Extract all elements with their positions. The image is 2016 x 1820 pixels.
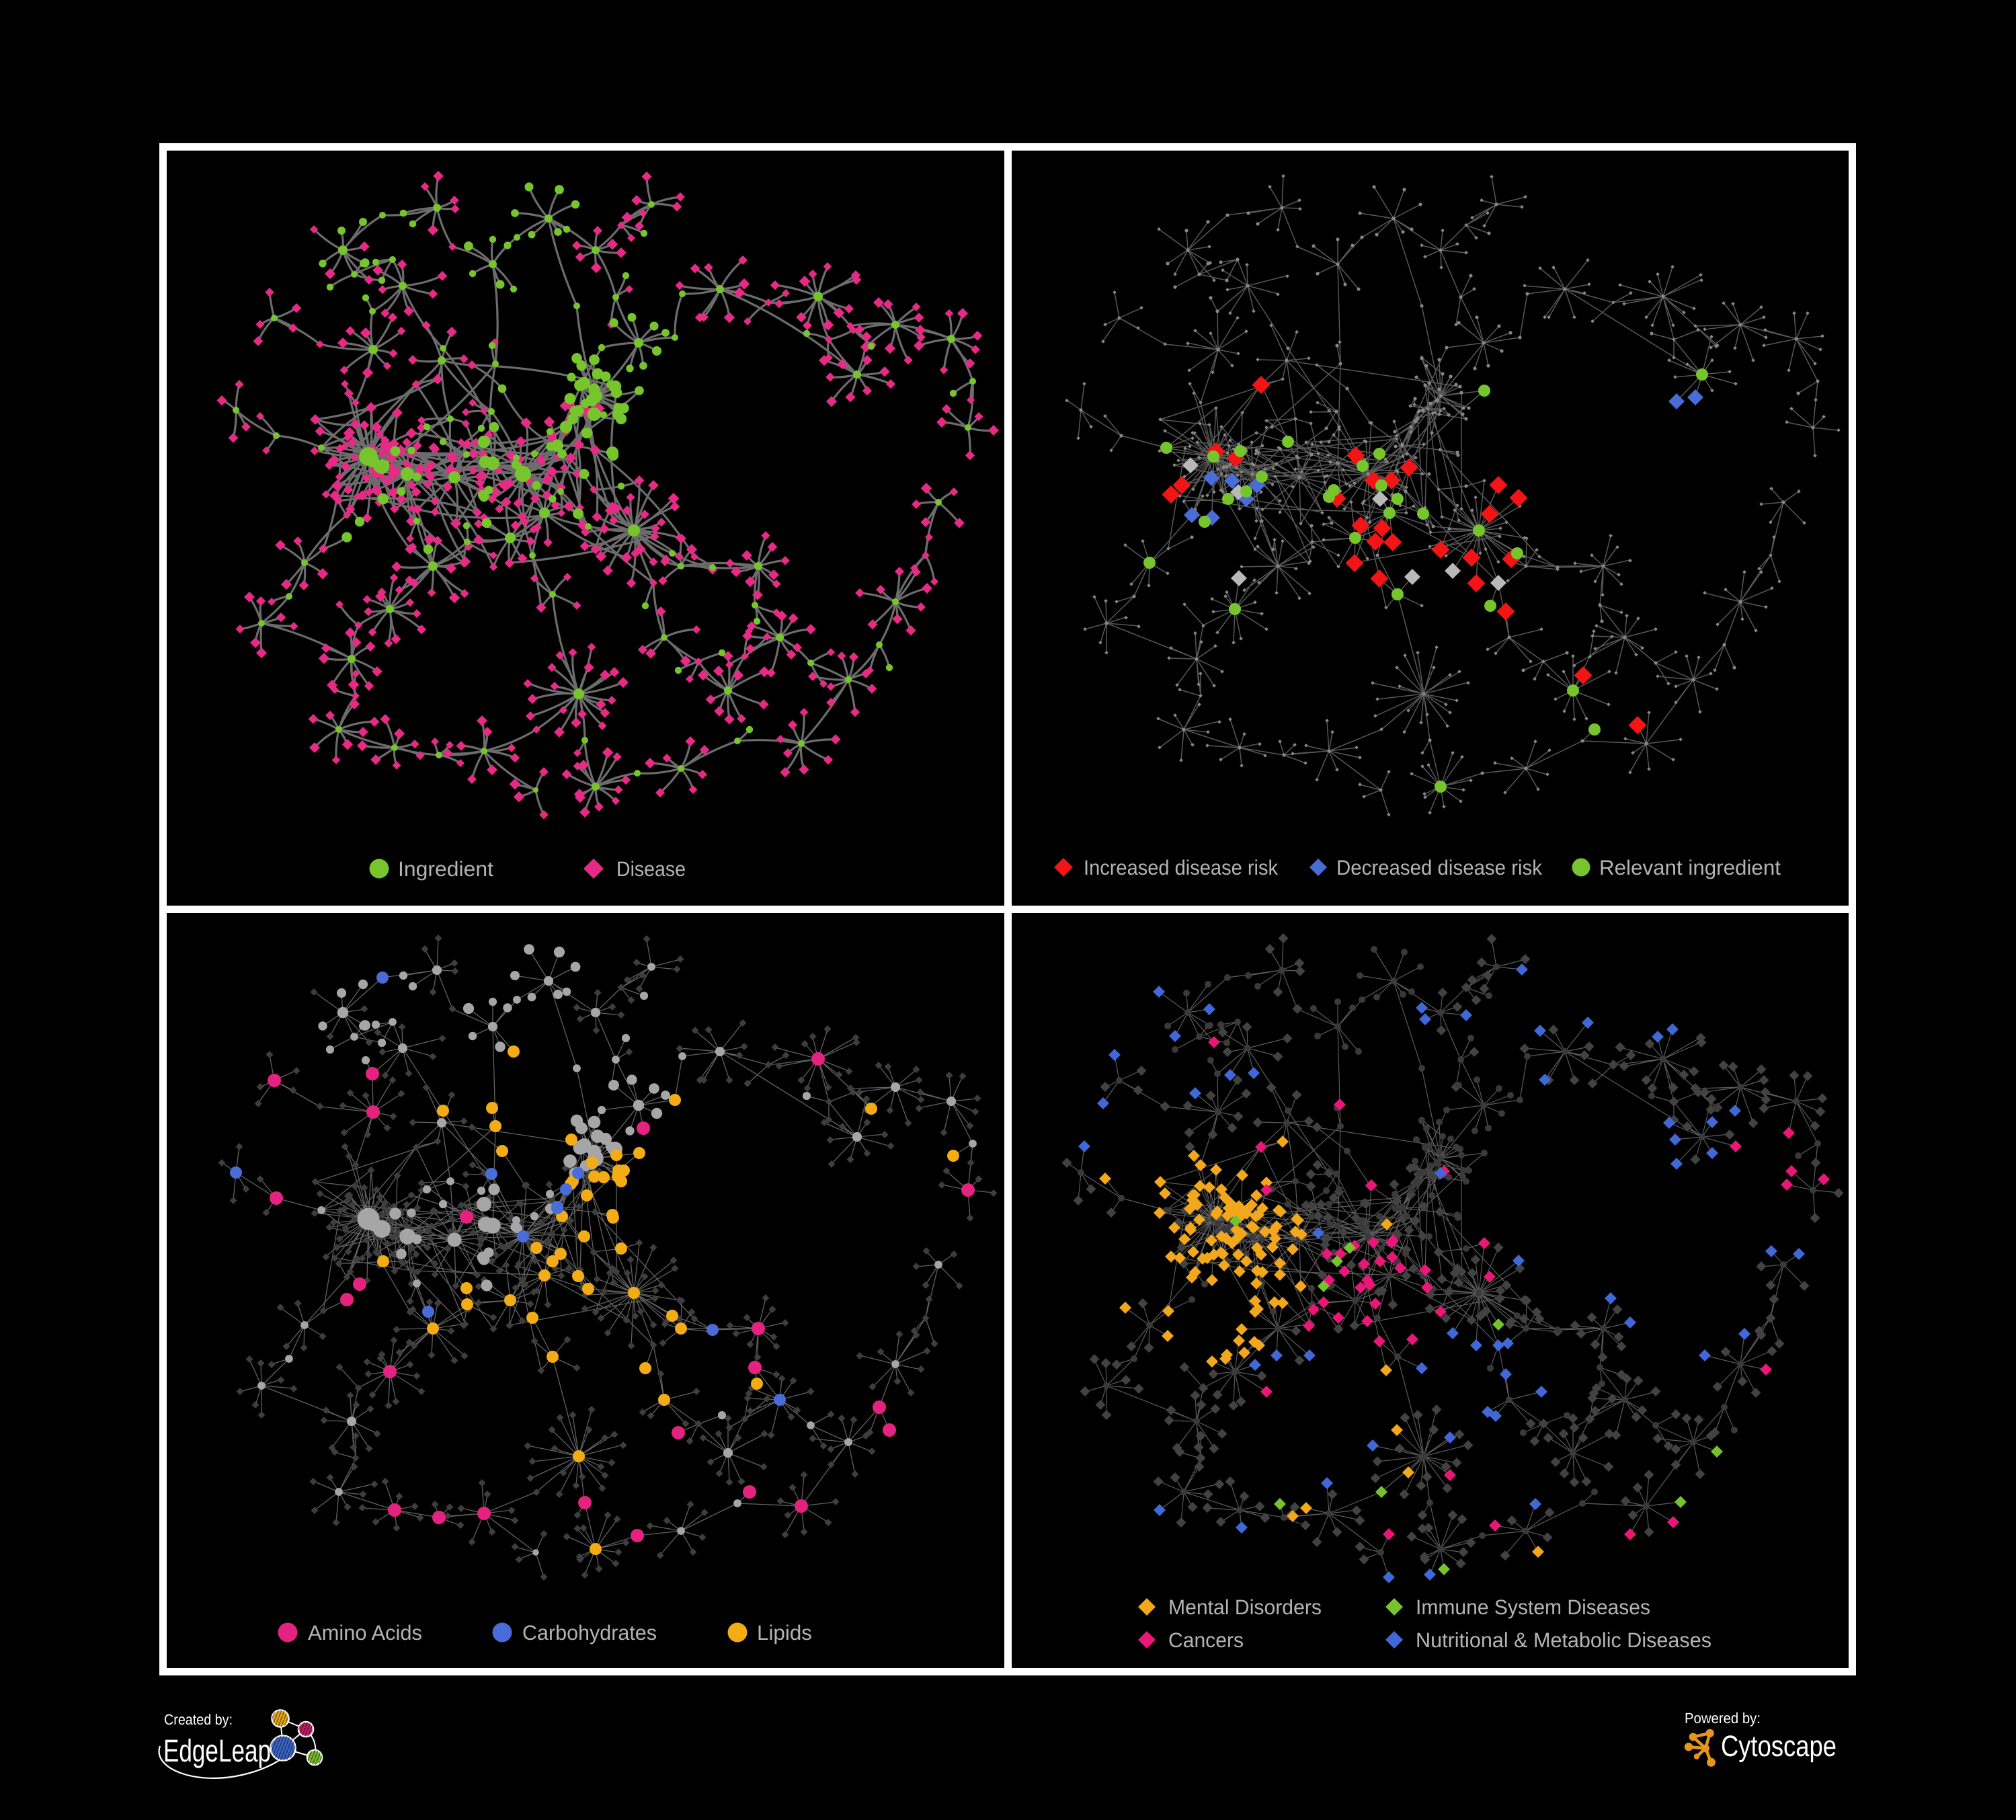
svg-text:Decreased disease risk: Decreased disease risk — [1336, 856, 1542, 879]
svg-text:Mental Disorders: Mental Disorders — [1168, 1595, 1322, 1619]
svg-text:Increased disease risk: Increased disease risk — [1084, 856, 1278, 879]
svg-text:Carbohydrates: Carbohydrates — [522, 1621, 657, 1645]
svg-text:Lipids: Lipids — [757, 1621, 812, 1645]
svg-text:Amino Acids: Amino Acids — [308, 1621, 422, 1645]
svg-text:Disease: Disease — [616, 857, 686, 881]
svg-text:EdgeLeap: EdgeLeap — [163, 1733, 271, 1768]
svg-text:Cancers: Cancers — [1168, 1628, 1244, 1652]
svg-text:Created by:: Created by: — [164, 1711, 233, 1728]
svg-text:Cytoscape: Cytoscape — [1721, 1730, 1837, 1763]
svg-text:Powered by:: Powered by: — [1685, 1710, 1761, 1727]
svg-text:Immune System Diseases: Immune System Diseases — [1416, 1595, 1650, 1619]
svg-text:Relevant ingredient: Relevant ingredient — [1599, 856, 1781, 879]
svg-text:Ingredient: Ingredient — [398, 857, 493, 881]
svg-text:Nutritional & Metabolic Diseas: Nutritional & Metabolic Diseases — [1416, 1628, 1711, 1652]
